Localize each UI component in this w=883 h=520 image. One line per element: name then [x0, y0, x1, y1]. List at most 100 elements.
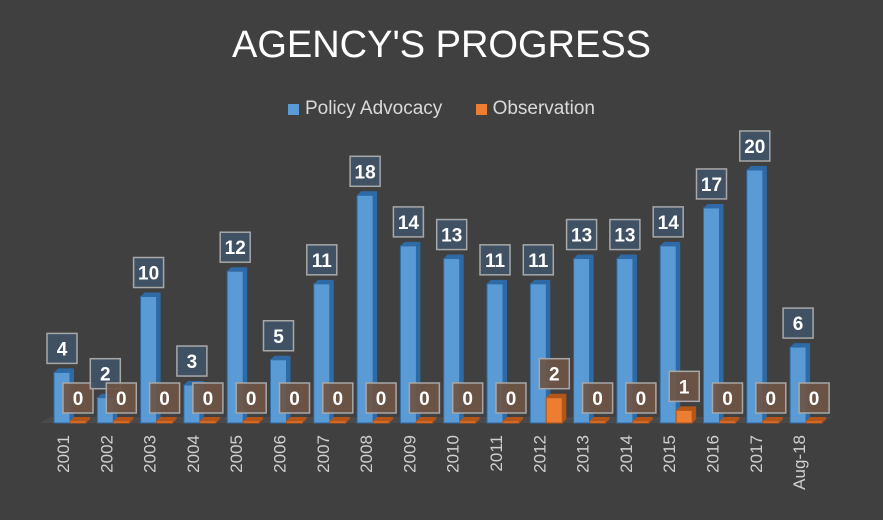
bar [415, 420, 433, 424]
bar-top [459, 417, 480, 421]
data-label-box [219, 231, 251, 263]
bar [529, 283, 547, 424]
bar-top [140, 292, 161, 297]
bar-side [762, 166, 767, 423]
bar-top [703, 203, 724, 208]
data-label: 0 [203, 389, 214, 410]
x-tick-label: 2011 [487, 435, 506, 472]
data-label-box [435, 218, 468, 251]
bar-top [329, 417, 350, 421]
data-label: 13 [614, 226, 635, 247]
data-label: 0 [289, 389, 300, 410]
bar-top [746, 166, 767, 170]
bar-side [605, 417, 610, 423]
bar-side [562, 393, 567, 423]
bar [242, 420, 260, 424]
bar-top [113, 417, 134, 421]
data-label-box [711, 382, 744, 414]
bar-side [822, 417, 827, 423]
x-tick-label: 2012 [530, 435, 549, 473]
bar-top [400, 241, 421, 246]
bar [286, 420, 303, 424]
bar-top [676, 406, 697, 411]
bar-side [692, 406, 697, 423]
bar [502, 420, 520, 424]
bar-side [172, 417, 177, 423]
data-label: 20 [744, 137, 765, 158]
bar [156, 420, 174, 424]
data-label: 0 [376, 389, 387, 410]
bar-side [589, 254, 594, 423]
bar-top [530, 279, 551, 284]
bar-top [790, 343, 811, 348]
data-label: 2 [549, 365, 560, 386]
data-label-box [755, 382, 787, 414]
data-label: 18 [355, 162, 376, 183]
data-label-box [495, 382, 527, 414]
bar [329, 420, 347, 424]
legend-item-observation: Observation [475, 98, 596, 120]
data-label-box [148, 382, 181, 414]
bar [69, 420, 87, 424]
data-label: 0 [766, 389, 777, 410]
bar [632, 420, 650, 424]
data-label: 14 [398, 213, 420, 234]
data-label: 0 [73, 389, 84, 410]
bar-top [286, 417, 307, 421]
data-label-box [581, 382, 614, 414]
bar [443, 258, 461, 424]
bar-side [648, 417, 653, 423]
data-label-box [105, 382, 138, 414]
data-label-box [262, 320, 295, 352]
bar-top [632, 417, 653, 421]
bar-side [519, 417, 523, 423]
bar-top [616, 254, 637, 259]
bar [805, 420, 823, 424]
bar [746, 169, 764, 424]
bar-top [270, 355, 291, 360]
bar-side [86, 417, 90, 423]
data-label: 3 [187, 352, 198, 373]
data-label: 0 [809, 389, 820, 410]
data-label-box [62, 382, 94, 414]
bar-top [357, 191, 378, 196]
bar-side [302, 417, 307, 423]
data-label-box [176, 345, 208, 377]
bar [545, 397, 563, 424]
x-tick-label: 2009 [400, 435, 419, 473]
x-tick-label: 2007 [314, 435, 333, 473]
x-tick-label: 2002 [97, 435, 116, 473]
data-label-box [565, 218, 598, 251]
data-label: 17 [701, 175, 722, 196]
bar-top [70, 417, 90, 421]
data-label: 0 [333, 389, 344, 410]
data-label: 0 [116, 389, 127, 410]
bar-side [432, 417, 437, 423]
data-label-box [451, 382, 484, 414]
data-label: 1 [679, 377, 690, 398]
data-label-box [739, 130, 771, 162]
bar-side [632, 254, 637, 423]
legend-label: Observation [492, 98, 596, 119]
x-tick-label: 2003 [141, 435, 160, 473]
bar-top [416, 417, 437, 421]
bar [675, 409, 693, 424]
data-label-box [625, 382, 657, 414]
bar-side [259, 417, 264, 423]
data-label-box [322, 382, 354, 414]
bar-side [345, 417, 350, 423]
bar-side [373, 191, 378, 423]
bar [573, 258, 591, 424]
x-tick-label: 2016 [704, 435, 723, 473]
data-label: 0 [462, 389, 473, 410]
data-label-box [652, 206, 684, 238]
bar-top [373, 417, 394, 421]
bar [372, 420, 390, 424]
x-tick-label: 2001 [54, 435, 73, 473]
data-label: 11 [485, 251, 506, 272]
data-label-box [306, 244, 338, 276]
data-label-box [235, 382, 267, 414]
data-label-box [408, 382, 441, 414]
bar-top [156, 417, 177, 421]
